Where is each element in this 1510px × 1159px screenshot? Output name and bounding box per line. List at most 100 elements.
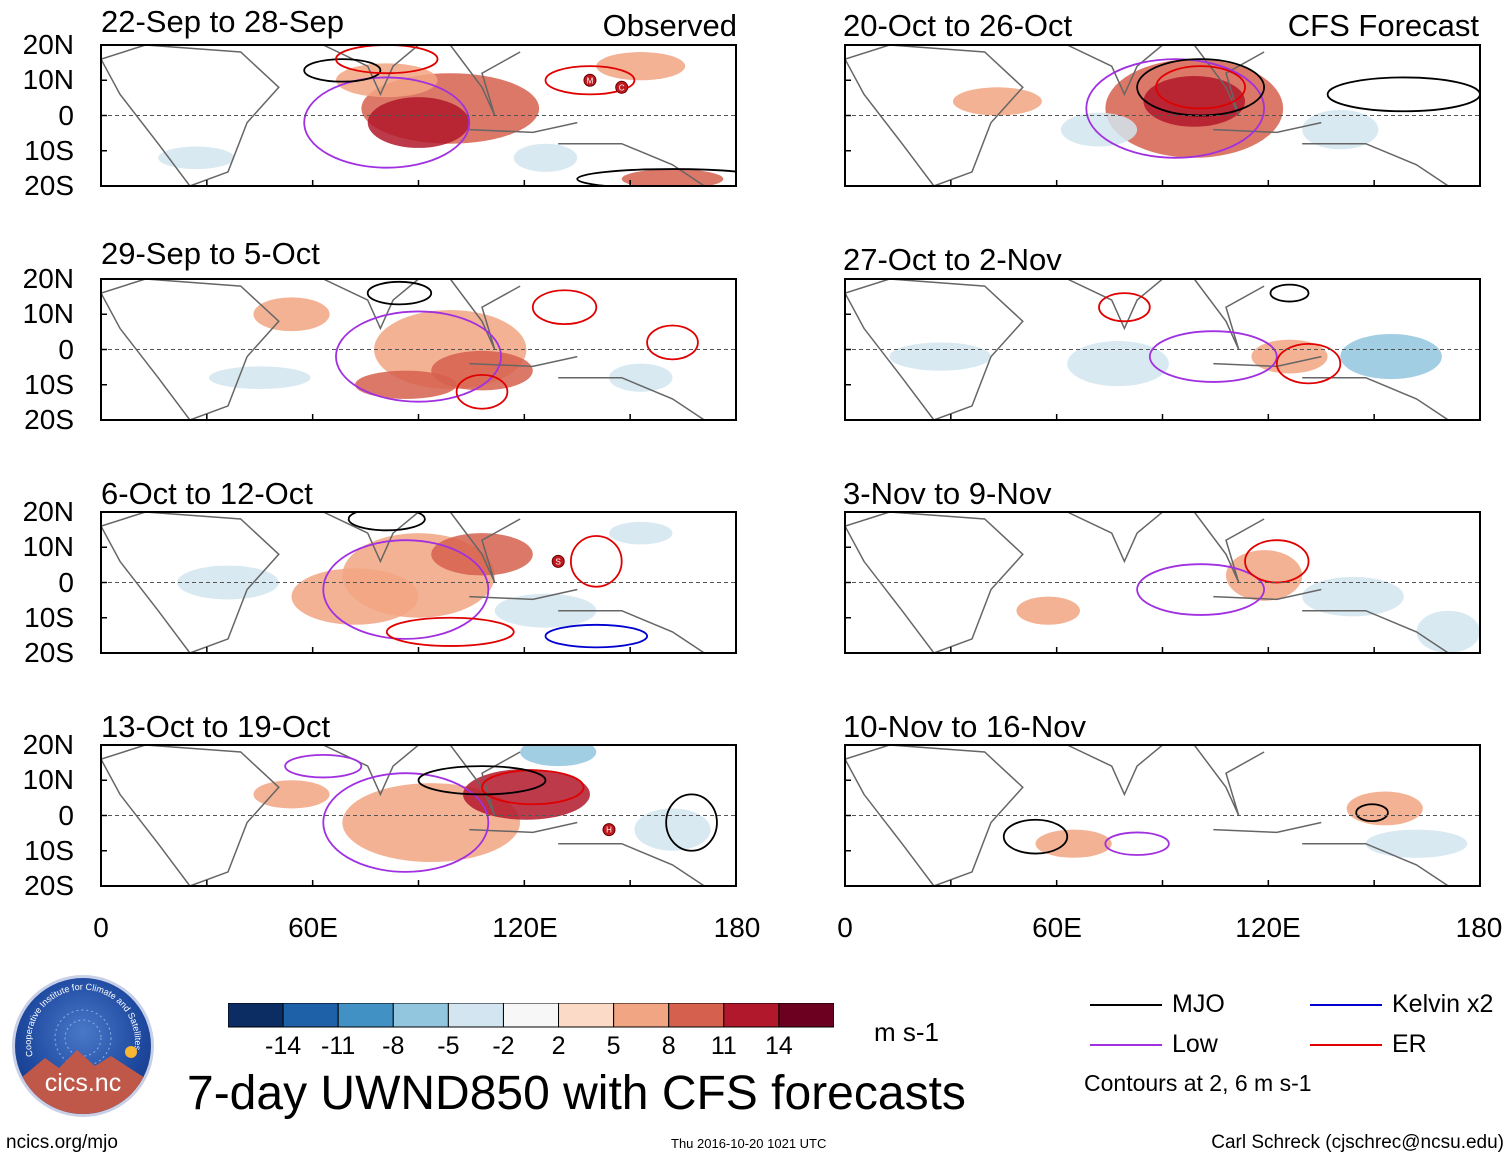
wind-anomaly-shading: [462, 768, 590, 820]
lat-label: 20S: [24, 404, 74, 435]
legend-er-line: [1310, 1044, 1382, 1046]
wind-anomaly-shading: [634, 808, 711, 851]
lat-label: 0: [58, 799, 74, 831]
panel-title-2: 29-Sep to 5-Oct: [101, 236, 320, 271]
wave-contour: [417, 765, 547, 796]
lat-label: 20S: [24, 637, 74, 668]
colorbar-tick-label: 2: [551, 1032, 566, 1060]
wind-anomaly-shading: [952, 87, 1042, 116]
lon-label-0-right: 0: [837, 912, 853, 943]
logo-ring: Cooperative Institute for Climate and Sa…: [21, 982, 145, 1114]
legend-mjo-line: [1090, 1004, 1162, 1006]
wave-contour: [1355, 803, 1389, 823]
lat-label: 10S: [24, 834, 74, 866]
wind-anomaly-shading: [1302, 109, 1379, 150]
map-panel-p7: [844, 511, 1481, 654]
legend-low-line: [1090, 1044, 1162, 1046]
wave-contour: [335, 45, 439, 75]
colorbar-tick-label: 11: [710, 1032, 737, 1060]
wind-anomaly-shading: [1416, 610, 1480, 653]
wind-anomaly-shading: [1016, 596, 1080, 625]
lon-label-120e-right: 120E: [1235, 912, 1301, 943]
panel-title-7: 3-Nov to 9-Nov: [843, 476, 1052, 511]
lon-label-60e-left: 60E: [288, 912, 338, 943]
wave-contour: [1085, 58, 1265, 159]
wave-contour: [1244, 539, 1310, 584]
wave-contour: [481, 769, 585, 806]
wave-contour: [531, 289, 598, 326]
wind-anomaly-shading: [596, 52, 686, 81]
map-panel-p5: [844, 44, 1481, 187]
colorbar-tick-label: -5: [437, 1032, 460, 1060]
wind-anomaly-shading: [494, 593, 597, 628]
storm-marker: S: [551, 554, 565, 568]
map-panel-p4: H: [100, 744, 737, 887]
storm-marker: M: [583, 73, 597, 87]
wind-anomaly-shading: [1340, 333, 1442, 380]
wave-contour: [1136, 563, 1265, 616]
wave-contour: [366, 280, 433, 306]
wave-contour: [347, 512, 426, 532]
footer-url[interactable]: ncics.org/mjo: [6, 1132, 118, 1153]
wind-anomaly-shading: [513, 143, 578, 172]
lon-label-120e-left: 120E: [492, 912, 558, 943]
wave-contour: [1275, 342, 1342, 385]
wave-contour: [569, 535, 623, 588]
wind-anomaly-shading: [1067, 341, 1169, 387]
legend-mjo-label: MJO: [1172, 990, 1225, 1018]
wave-contour: [1002, 818, 1069, 855]
wind-anomaly-shading: [253, 780, 330, 809]
cics-logo[interactable]: Cooperative Institute for Climate and Sa…: [12, 975, 154, 1117]
panel-title-4: 13-Oct to 19-Oct: [101, 709, 331, 744]
wave-contour: [1098, 292, 1151, 323]
logo-ring-text: Cooperative Institute for Climate and Sa…: [23, 982, 143, 1058]
svg-text:C: C: [619, 83, 625, 92]
wind-anomaly-shading: [253, 297, 330, 332]
wind-anomaly-shading: [208, 366, 311, 389]
lat-label: 10N: [22, 531, 74, 563]
lat-label: 20N: [22, 496, 74, 527]
wind-anomaly-shading: [1365, 829, 1468, 858]
wave-contour: [1148, 330, 1278, 383]
lat-label: 10S: [24, 368, 74, 400]
colorbar-tick-label: -14: [265, 1032, 302, 1060]
wind-anomaly-shading: [889, 342, 992, 371]
wave-contour: [544, 65, 636, 96]
main-title: 7-day UWND850 with CFS forecasts: [187, 1067, 966, 1120]
lat-label: 0: [58, 99, 74, 131]
lat-label: 0: [58, 333, 74, 365]
panel-title-3: 6-Oct to 12-Oct: [101, 476, 313, 511]
panel-tag-observed: Observed: [602, 8, 737, 43]
wave-contour: [303, 58, 382, 83]
storm-marker: H: [602, 823, 616, 837]
colorbar-tick-label: -2: [492, 1032, 515, 1060]
wave-contour: [322, 772, 490, 873]
svg-text:M: M: [587, 76, 594, 85]
lat-label: 20S: [24, 170, 74, 201]
colorbar-swatch: [778, 1003, 834, 1028]
wind-anomaly-shading: [158, 146, 235, 170]
colorbar-tick-label: -11: [321, 1032, 356, 1060]
wave-contour: [303, 76, 471, 169]
colorbar: [228, 1003, 834, 1028]
lon-label-0-left: 0: [93, 912, 109, 943]
lat-label: 10S: [24, 601, 74, 633]
svg-text:S: S: [556, 557, 561, 566]
wind-anomaly-shading: [1060, 112, 1138, 147]
wave-contour: [1155, 65, 1246, 110]
lat-label: 20N: [22, 263, 74, 294]
wave-contour: [1326, 76, 1480, 113]
svg-text:H: H: [606, 826, 612, 835]
wind-anomaly-shading: [1251, 339, 1328, 374]
legend-er-label: ER: [1392, 1030, 1427, 1058]
wind-anomaly-shading: [1035, 829, 1112, 858]
wave-contour: [455, 373, 509, 410]
lat-label: 0: [58, 566, 74, 598]
wave-contour: [1269, 283, 1310, 303]
lat-label: 20S: [24, 870, 74, 901]
lat-label: 10N: [22, 298, 74, 330]
colorbar-units: m s-1: [874, 1017, 939, 1047]
wind-anomaly-shading: [609, 363, 673, 392]
legend-kelvin-line: [1310, 1004, 1382, 1006]
